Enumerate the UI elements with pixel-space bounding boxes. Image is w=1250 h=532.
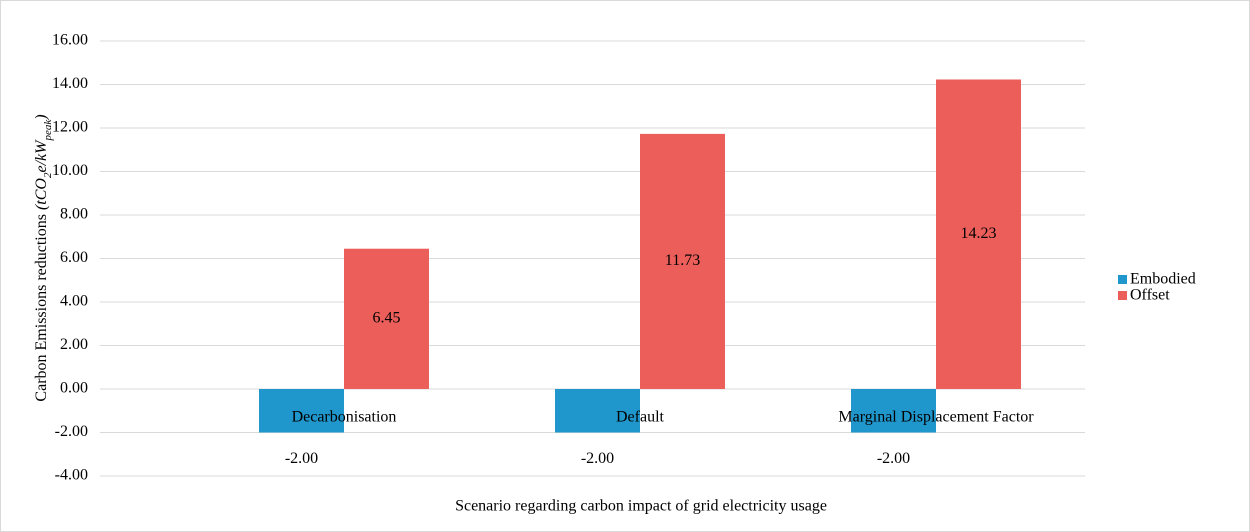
value-label: -2.00	[581, 450, 614, 467]
y-tick-label: 16.00	[52, 32, 88, 49]
value-label: -2.00	[285, 450, 318, 467]
y-tick-label: 10.00	[52, 162, 88, 179]
value-label: -2.00	[877, 450, 910, 467]
y-axis-title-part: e/kW	[33, 139, 50, 173]
x-tick-label: Default	[616, 409, 665, 426]
y-axis-title-part: 2	[42, 172, 54, 178]
bar	[936, 79, 1021, 389]
y-tick-label: 12.00	[52, 119, 88, 136]
y-tick-label: 8.00	[60, 206, 88, 223]
bar	[344, 248, 429, 389]
value-label: 11.73	[665, 252, 700, 269]
legend-label: Embodied	[1130, 271, 1196, 288]
y-axis-title-part: Carbon Emissions reductions	[33, 210, 50, 402]
y-axis-title: Carbon Emissions reductions (tCO2e/kWpea…	[33, 114, 54, 401]
y-axis-title-part: )	[33, 114, 50, 120]
value-label: 6.45	[373, 310, 401, 327]
legend-swatch	[1118, 291, 1127, 300]
y-axis-title-part: (tCO	[33, 178, 50, 210]
bar	[555, 389, 640, 433]
bar	[851, 389, 936, 433]
bar	[640, 133, 725, 389]
y-tick-label: 2.00	[60, 336, 88, 353]
bar	[259, 389, 344, 433]
legend-swatch	[1118, 275, 1127, 284]
x-axis-title: Scenario regarding carbon impact of grid…	[455, 498, 827, 515]
x-tick-label: Decarbonisation	[292, 409, 397, 426]
y-tick-label: -2.00	[55, 423, 88, 440]
y-tick-label: -4.00	[55, 467, 88, 484]
y-axis-title-part: peak	[42, 119, 54, 142]
legend-label: Offset	[1130, 287, 1170, 304]
x-tick-label: Marginal Displacement Factor	[838, 409, 1034, 426]
y-tick-label: 4.00	[60, 293, 88, 310]
value-label: 14.23	[961, 225, 997, 242]
y-tick-label: 14.00	[52, 75, 88, 92]
y-tick-label: 6.00	[60, 249, 88, 266]
y-tick-label: 0.00	[60, 380, 88, 397]
